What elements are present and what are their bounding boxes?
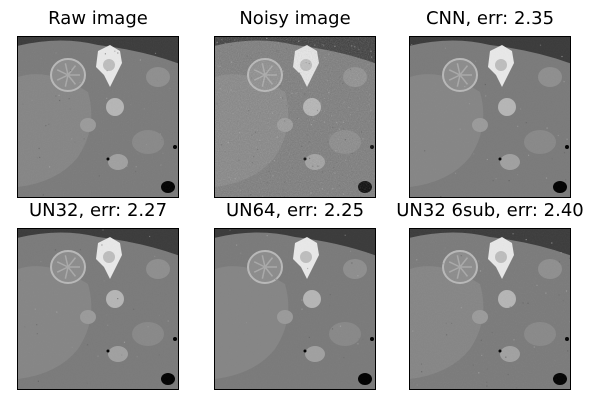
noise-overlay <box>215 229 375 389</box>
panel-title: UN32, err: 2.27 <box>28 200 168 221</box>
ct-scan-image <box>18 229 178 389</box>
ct-image-frame <box>17 228 179 390</box>
ct-image-frame <box>409 36 571 198</box>
ct-scan-image <box>215 37 375 197</box>
ct-image-frame <box>409 228 571 390</box>
noise-overlay <box>410 229 570 389</box>
ct-image-frame <box>214 36 376 198</box>
panel-title: UN64, err: 2.25 <box>225 200 365 221</box>
ct-scan-image <box>215 229 375 389</box>
noise-overlay <box>18 37 178 197</box>
noise-overlay <box>410 37 570 197</box>
noise-overlay <box>18 229 178 389</box>
ct-image-frame <box>214 228 376 390</box>
noise-overlay <box>215 37 375 197</box>
ct-scan-image <box>410 37 570 197</box>
panel-title: CNN, err: 2.35 <box>425 8 555 29</box>
ct-image-frame <box>17 36 179 198</box>
ct-scan-image <box>410 229 570 389</box>
ct-scan-image <box>18 37 178 197</box>
panel-title: UN32 6sub, err: 2.40 <box>396 200 584 221</box>
panel-title: Raw image <box>48 8 148 29</box>
panel-title: Noisy image <box>239 8 351 29</box>
